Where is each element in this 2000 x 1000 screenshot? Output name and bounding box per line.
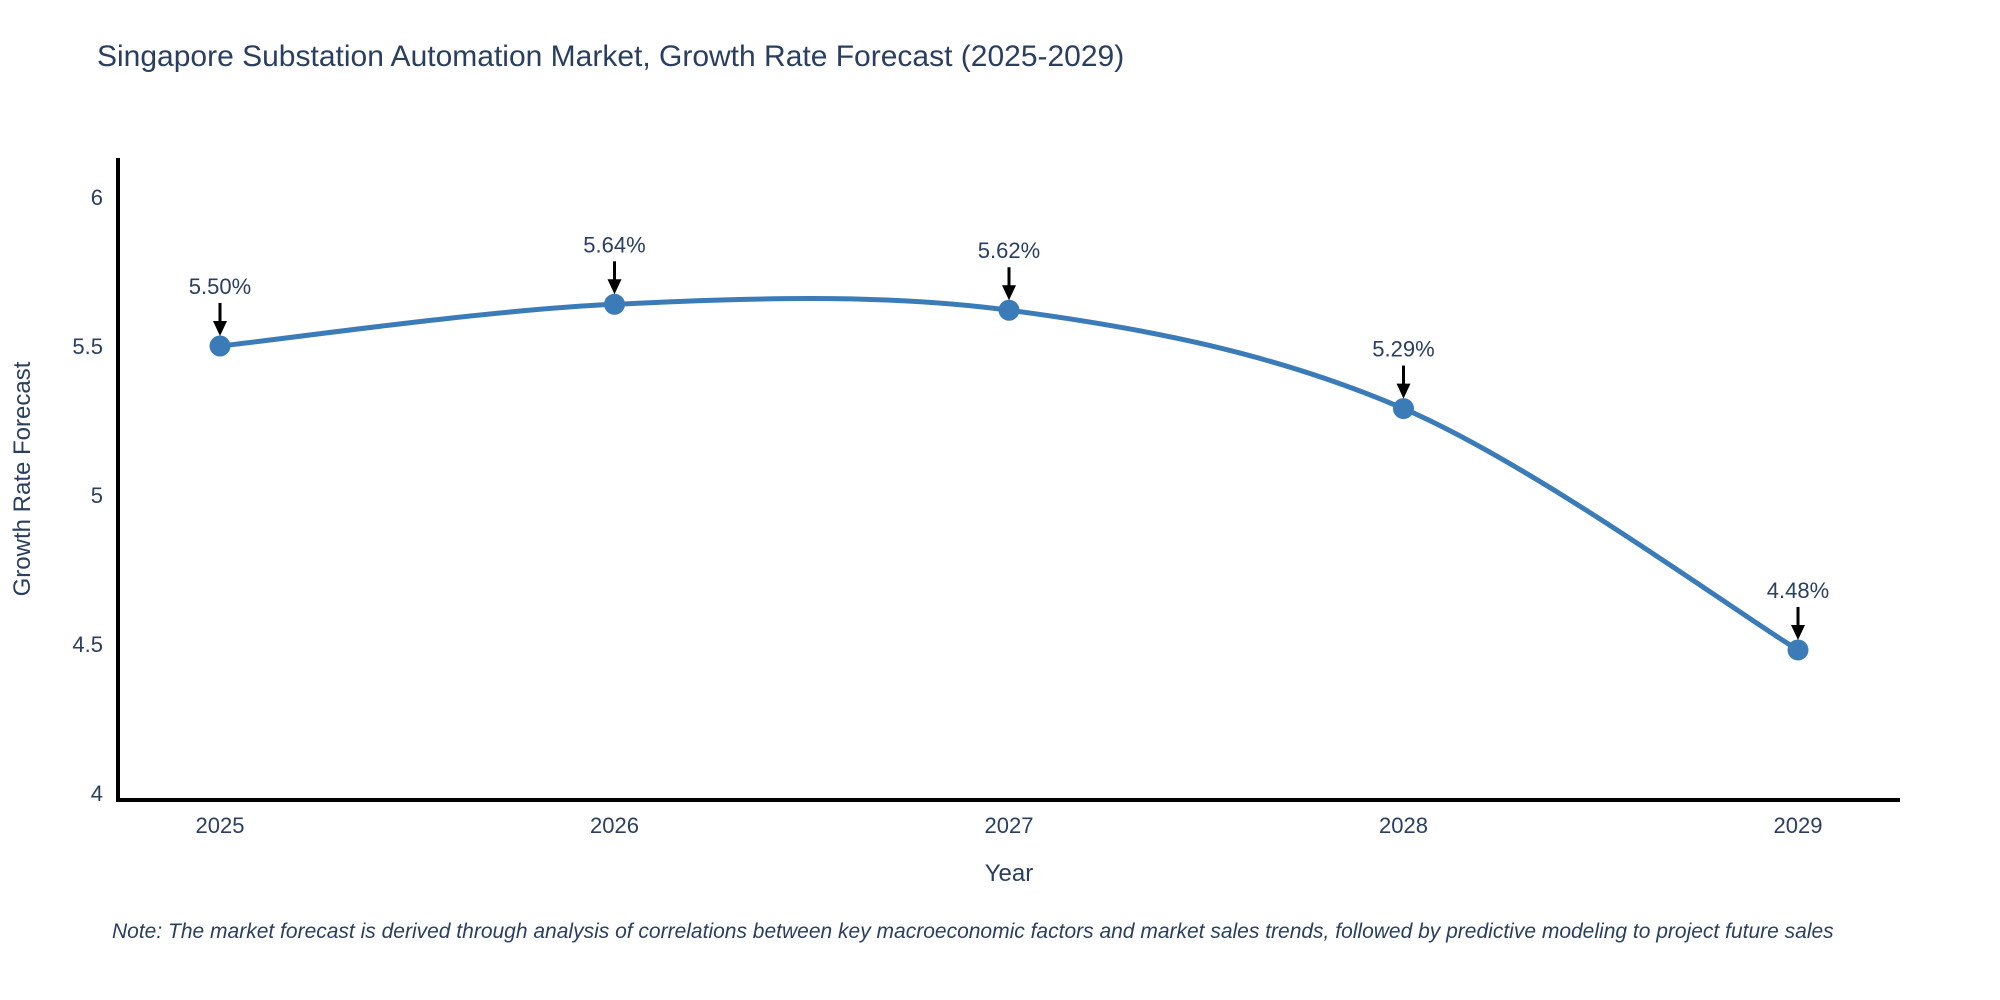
- y-axis-title: Growth Rate Forecast: [9, 361, 36, 596]
- data-point-2025[interactable]: [209, 335, 231, 357]
- y-tick-label: 4.5: [72, 632, 103, 657]
- y-tick-label: 5: [91, 483, 103, 508]
- annotation-arrowhead-2027: [1002, 285, 1016, 301]
- annotation-label-2025: 5.50%: [189, 274, 251, 299]
- x-tick-label: 2027: [985, 813, 1034, 838]
- x-tick-label: 2029: [1774, 813, 1823, 838]
- x-axis-title: Year: [985, 860, 1034, 887]
- annotation-label-2026: 5.64%: [583, 232, 645, 257]
- footnote: Note: The market forecast is derived thr…: [112, 920, 1834, 943]
- annotation-arrowhead-2025: [213, 321, 227, 336]
- annotation-arrowhead-2029: [1791, 624, 1805, 640]
- annotation-label-2029: 4.48%: [1767, 578, 1829, 603]
- annotation-label-2027: 5.62%: [978, 238, 1040, 263]
- data-point-2029[interactable]: [1787, 639, 1809, 661]
- chart-title: Singapore Substation Automation Market, …: [97, 40, 1125, 73]
- annotation-arrowhead-2028: [1396, 383, 1411, 399]
- annotation-label-2028: 5.29%: [1372, 337, 1434, 362]
- annotation-arrowhead-2026: [607, 279, 622, 295]
- data-point-2028[interactable]: [1393, 398, 1414, 420]
- forecast-line: [219, 296, 1800, 653]
- x-tick-label: 2026: [590, 813, 639, 838]
- y-tick-label: 5.5: [72, 334, 103, 359]
- x-tick-label: 2028: [1379, 813, 1428, 838]
- data-point-2026[interactable]: [604, 293, 625, 315]
- x-tick-label: 2025: [196, 813, 245, 838]
- y-tick-label: 4: [91, 781, 103, 806]
- y-tick-label: 6: [91, 185, 103, 210]
- data-point-2027[interactable]: [998, 299, 1020, 321]
